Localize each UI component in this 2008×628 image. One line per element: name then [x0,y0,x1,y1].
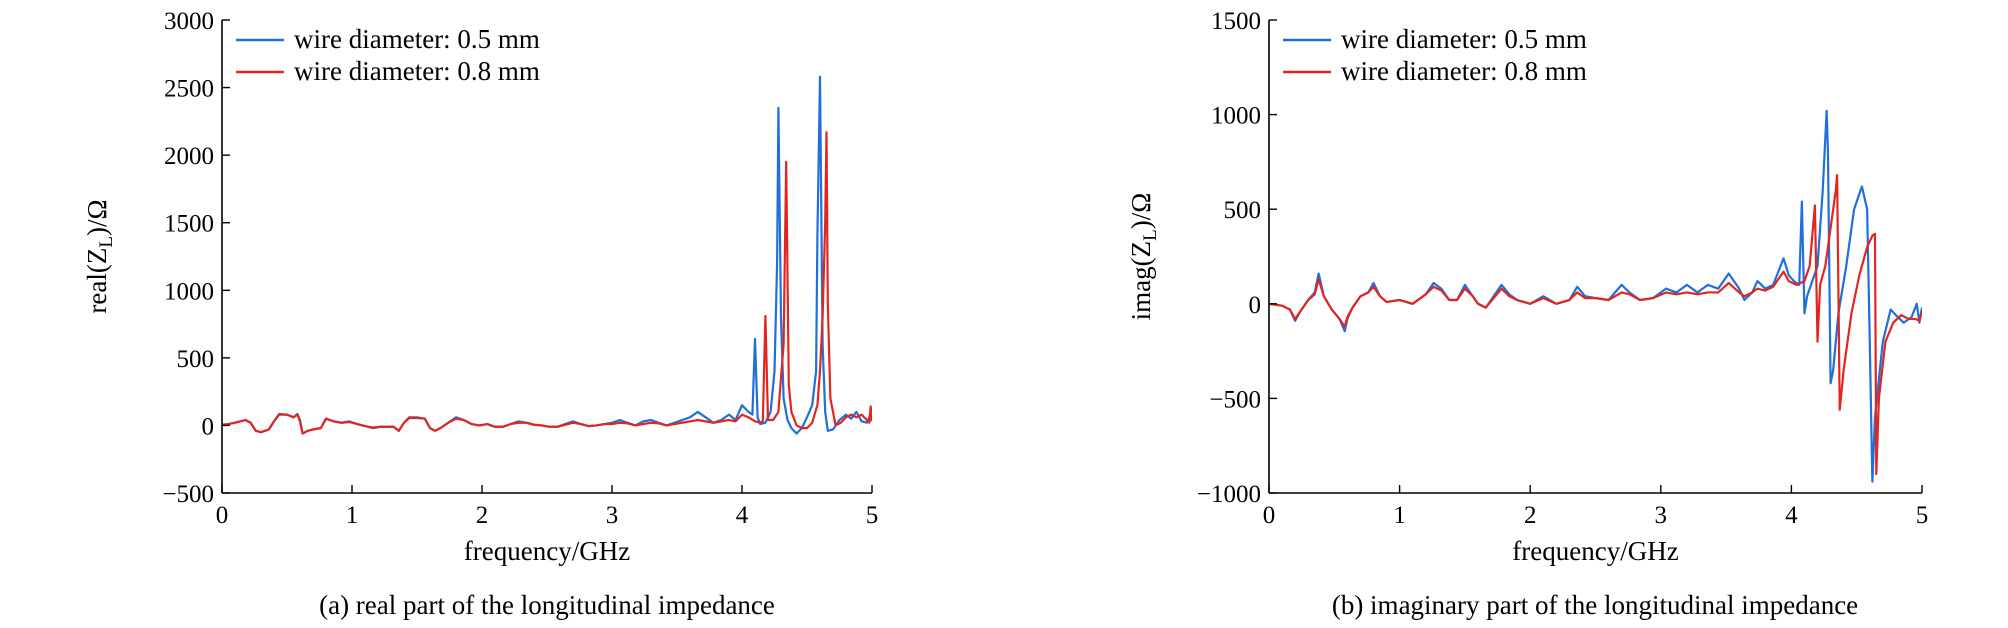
x-axis-title: frequency/GHz [1512,536,1678,566]
x-tick-label: 3 [606,502,619,529]
x-axis-title: frequency/GHz [464,536,630,566]
y-axis-title: imag(ZL)/Ω [1126,193,1161,321]
y-tick-label: 1000 [164,278,214,305]
legend-label: wire diameter: 0.5 mm [1341,24,1587,54]
chart-panel-1: 0 1 2 3 4 5 −1000 −500 0 500 1000 1500 frequency/GHz… [1126,8,1928,620]
x-tick-label: 1 [346,502,359,529]
y-tick-label: 2500 [164,76,214,103]
panel-caption: (a) real part of the longitudinal impeda… [319,590,775,620]
y-tick-label: 0 [202,413,215,440]
y-tick-label: 500 [177,346,215,373]
x-tick-label: 3 [1655,502,1668,529]
legend-label: wire diameter: 0.8 mm [294,56,540,86]
y-tick-label: 1000 [1211,103,1261,130]
y-axis-title-unit: )/Ω [1126,193,1156,230]
y-tick-label: −1000 [1197,481,1261,508]
series-line-d08mm [222,131,872,435]
y-tick-label: 1500 [164,211,214,238]
series-line-d05mm [222,75,872,435]
series-line-d08mm [1269,174,1922,476]
y-tick-label: 500 [1224,197,1262,224]
y-axis-title-main: imag(Z [1126,241,1156,320]
panel-caption: (b) imaginary part of the longitudinal i… [1332,590,1858,620]
y-tick-label: 1500 [1211,8,1261,35]
chart-panel-0: 0 1 2 3 4 5−500050010001500200025003000freque… [82,8,878,620]
x-tick-label: 4 [1785,502,1798,529]
x-tick-label: 5 [1916,502,1929,529]
legend-label: wire diameter: 0.5 mm [294,24,540,54]
y-tick-label: −500 [162,481,214,508]
y-axis-title-main: real(Z [82,248,112,314]
y-tick-label: 2000 [164,143,214,170]
y-axis-title-unit: )/Ω [82,199,112,236]
x-tick-label: 5 [866,502,879,529]
x-tick-label: 4 [736,502,749,529]
legend-label: wire diameter: 0.8 mm [1341,56,1587,86]
y-axis-title-subscript: L [96,236,117,248]
y-tick-label: 3000 [164,8,214,35]
series-group [222,75,872,435]
x-tick-label: 1 [1393,502,1406,529]
x-tick-label: 0 [1263,502,1276,529]
y-tick-label: −500 [1209,386,1261,413]
x-tick-label: 0 [216,502,229,529]
y-axis-title-subscript: L [1140,229,1161,241]
y-axis-title: real(ZL)/Ω [82,199,117,313]
x-tick-label: 2 [476,502,489,529]
x-tick-label: 2 [1524,502,1537,529]
series-group [1269,109,1922,483]
y-tick-label: 0 [1249,292,1262,319]
series-line-d05mm [1269,109,1922,483]
